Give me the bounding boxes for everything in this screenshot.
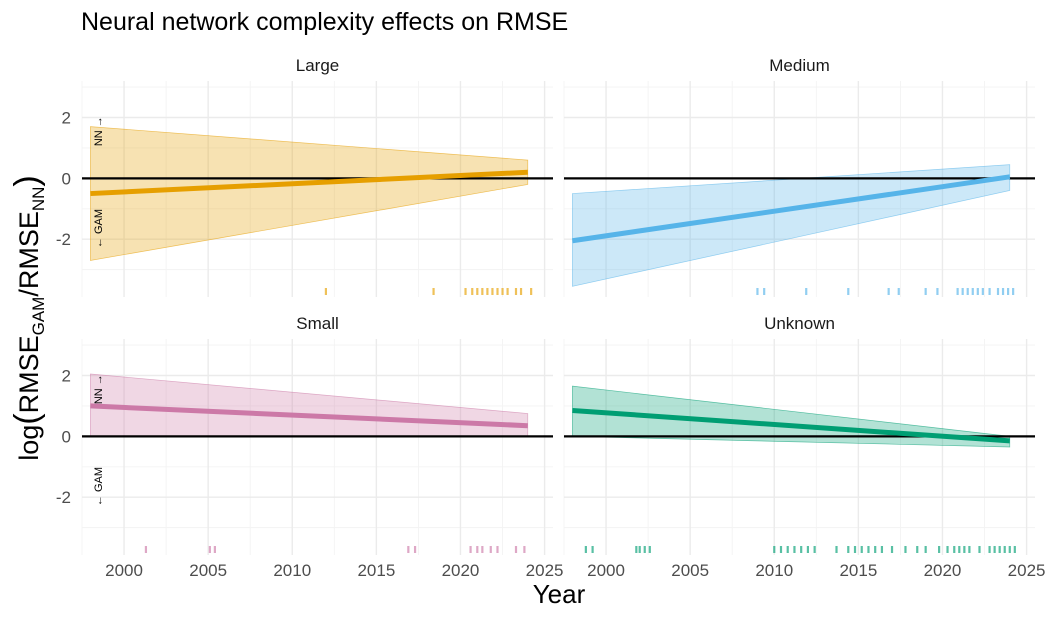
confidence-band [90, 373, 529, 437]
panel-title: Large [296, 56, 339, 75]
y-axis-title-num-sub: GAM [29, 297, 48, 336]
x-tick-label: 2015 [357, 561, 395, 580]
x-tick-label: 2020 [442, 561, 480, 580]
x-tick-label: 2000 [105, 561, 143, 580]
x-axis-title: Year [533, 579, 586, 609]
svg-text:log(RMSEGAM/RMSENN): log(RMSEGAM/RMSENN) [8, 175, 48, 461]
nn-direction-label: NN → [93, 116, 105, 146]
panel-title: Small [296, 314, 339, 333]
y-axis-title-den-sub: NN [29, 187, 48, 212]
trend-line [90, 169, 528, 197]
x-tick-label: 2025 [526, 561, 564, 580]
confidence-band [90, 126, 529, 261]
y-tick-label: 2 [62, 109, 71, 128]
panel-title: Medium [769, 56, 829, 75]
trend-line [572, 407, 1010, 444]
x-tick-label: 2025 [1008, 561, 1046, 580]
x-tick-label: 2020 [924, 561, 962, 580]
y-tick-label: -2 [56, 488, 71, 507]
panel-medium: Medium [563, 56, 1035, 297]
panel-title: Unknown [764, 314, 835, 333]
x-tick-label: 2015 [839, 561, 877, 580]
y-axis-title-den: RMSE [14, 211, 44, 289]
chart-title: Neural network complexity effects on RMS… [81, 8, 568, 36]
panel-unknown: Unknown 2000 2005 2010 2015 2020 2025 [563, 314, 1046, 580]
x-tick-label: 2005 [671, 561, 709, 580]
confidence-band [572, 164, 1011, 287]
x-tick-label: 2005 [189, 561, 227, 580]
y-tick-label: 0 [62, 427, 71, 446]
x-tick-label: 2000 [587, 561, 625, 580]
y-tick-label: 0 [62, 169, 71, 188]
panel-large: Large 2 0 -2 NN → ← GAM [56, 56, 553, 297]
y-axis-title-num: RMSE [14, 335, 44, 413]
panel-small: Small 2 0 -2 NN → ← GAM 2000 2005 2010 2015 2020 20… [56, 314, 564, 580]
y-axis-title: log(RMSEGAM/RMSENN) [8, 175, 48, 461]
y-tick-label: 2 [62, 367, 71, 386]
x-tick-label: 2010 [273, 561, 311, 580]
trend-line [572, 174, 1011, 244]
x-tick-label: 2010 [755, 561, 793, 580]
y-axis-title-prefix: log [14, 425, 44, 461]
trend-line [90, 403, 528, 429]
gam-direction-label: ← GAM [93, 467, 105, 506]
gam-direction-label: ← GAM [93, 209, 105, 248]
nn-direction-label: NN → [93, 374, 105, 404]
y-tick-label: -2 [56, 230, 71, 249]
